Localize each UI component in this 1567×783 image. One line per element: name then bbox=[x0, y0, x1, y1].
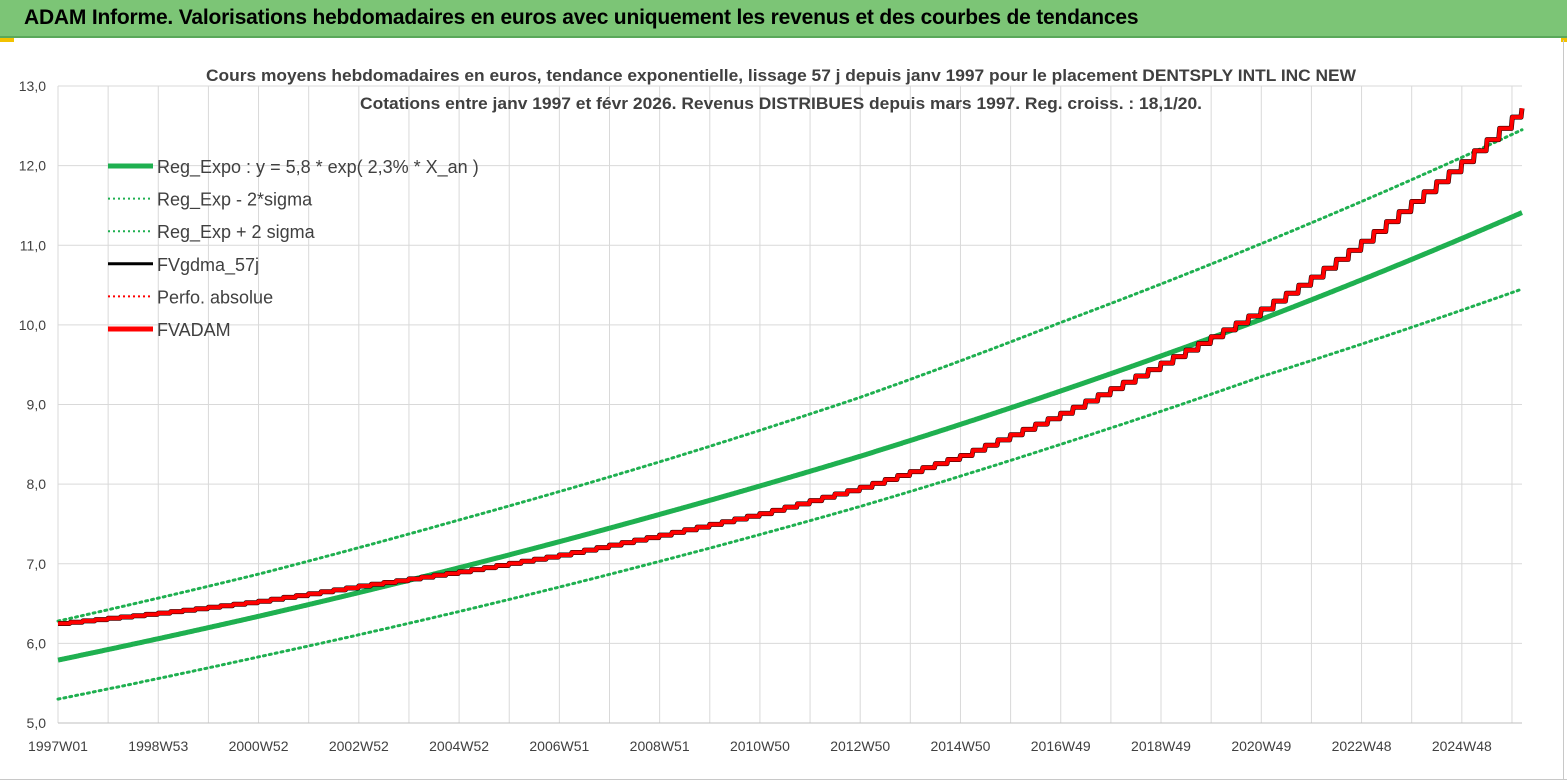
x-tick-label: 2012W50 bbox=[830, 738, 890, 754]
corner-marker-left bbox=[0, 38, 14, 42]
grid bbox=[57, 85, 1522, 724]
banner-title: ADAM Informe. Valorisations hebdomadaire… bbox=[24, 6, 1139, 29]
x-tick-label: 2000W52 bbox=[229, 738, 289, 754]
legend-label: Perfo. absolue bbox=[157, 287, 273, 307]
x-tick-label: 2002W52 bbox=[329, 738, 389, 754]
x-tick-label: 2010W50 bbox=[730, 738, 790, 754]
y-tick-label: 9,0 bbox=[27, 397, 47, 413]
x-tick-label: 1998W53 bbox=[128, 738, 188, 754]
x-tick-label: 2024W48 bbox=[1432, 738, 1492, 754]
title-banner: ADAM Informe. Valorisations hebdomadaire… bbox=[0, 0, 1567, 38]
legend-label: Reg_Expo : y = 5,8 * exp( 2,3% * X_an ) bbox=[157, 157, 479, 178]
y-tick-label: 10,0 bbox=[19, 317, 46, 333]
chart-title-block: Cours moyens hebdomadaires en euros, ten… bbox=[206, 66, 1357, 113]
legend-label: Reg_Exp - 2*sigma bbox=[157, 190, 313, 211]
x-tick-label: 2008W51 bbox=[630, 738, 690, 754]
x-tick-label: 2022W48 bbox=[1332, 738, 1392, 754]
chart-subtitle: Cotations entre janv 1997 et févr 2026. … bbox=[360, 94, 1202, 113]
y-tick-label: 13,0 bbox=[19, 78, 46, 94]
series-line-fvgdma-57j bbox=[56, 108, 1525, 626]
frame-bottom-border bbox=[0, 779, 1567, 780]
x-tick-label: 1997W01 bbox=[28, 738, 88, 754]
x-tick-label: 2014W50 bbox=[930, 738, 990, 754]
x-tick-label: 2016W49 bbox=[1031, 738, 1091, 754]
y-tick-label: 12,0 bbox=[19, 158, 46, 174]
y-tick-label: 5,0 bbox=[27, 715, 47, 731]
legend: Reg_Expo : y = 5,8 * exp( 2,3% * X_an ) R… bbox=[108, 157, 479, 340]
x-tick-label: 2020W49 bbox=[1231, 738, 1291, 754]
frame-right-border bbox=[1563, 40, 1564, 780]
axes: 5,0 6,0 7,0 8,0 9,0 10,0 11,0 12,0 13,0 1997W01 19… bbox=[19, 78, 1522, 754]
x-tick-label: 2018W49 bbox=[1131, 738, 1191, 754]
y-tick-label: 11,0 bbox=[20, 237, 46, 253]
y-tick-label: 8,0 bbox=[27, 476, 47, 492]
legend-label: Reg_Exp + 2 sigma bbox=[157, 222, 316, 243]
line-chart: 5,0 6,0 7,0 8,0 9,0 10,0 11,0 12,0 13,0 1997W01 19… bbox=[19, 66, 1525, 754]
series-lines bbox=[56, 108, 1525, 701]
y-tick-label: 6,0 bbox=[27, 635, 47, 651]
legend-label: FVADAM bbox=[157, 320, 231, 340]
series-line-fvadam bbox=[57, 108, 1524, 626]
chart-title: Cours moyens hebdomadaires en euros, ten… bbox=[206, 66, 1357, 85]
series-line-reg-exp bbox=[56, 287, 1524, 701]
series-line-reg-expo bbox=[56, 210, 1524, 663]
series-line-reg-exp bbox=[56, 128, 1524, 623]
x-tick-label: 2006W51 bbox=[529, 738, 589, 754]
legend-label: FVgdma_57j bbox=[157, 255, 259, 276]
corner-marker-right bbox=[1561, 38, 1567, 42]
y-tick-label: 7,0 bbox=[27, 556, 47, 572]
x-tick-label: 2004W52 bbox=[429, 738, 489, 754]
